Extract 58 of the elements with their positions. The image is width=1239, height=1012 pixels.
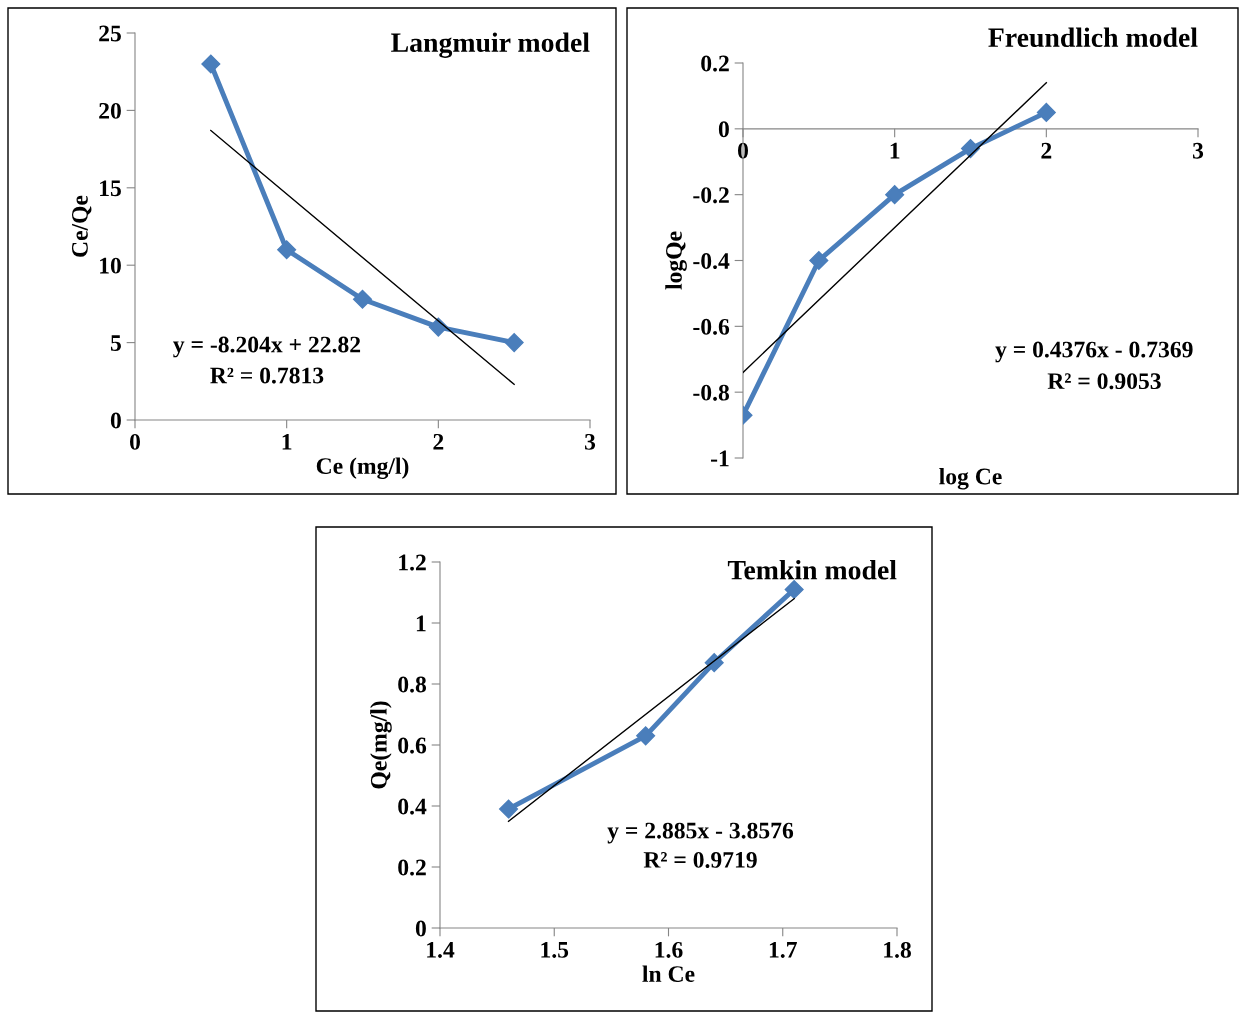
y-tick-label: 0 [415,920,426,937]
point [784,579,804,599]
point [1036,102,1056,122]
x-tick-label: 2 [433,433,444,450]
y-tick-label: 0.4 [398,798,427,815]
point [277,240,297,260]
x-axis-title: Ce (mg/l) [316,457,409,479]
x-tick-label: 3 [1192,142,1204,159]
chart-title: Temkin model [727,560,897,580]
annotation: y = 2.885x - 3.8576 [607,822,794,844]
y-tick-label: 15 [100,180,121,197]
y-tick-label: 0.2 [398,859,426,876]
y-tick-label: 0.8 [398,676,427,693]
point [504,333,524,353]
y-tick-label: 10 [100,257,121,274]
x-axis-title: ln Ce [642,965,695,982]
y-tick-label: -0.4 [693,252,730,270]
y-tick-label: 0.2 [701,55,729,72]
x-tick-label: 3 [584,433,596,450]
x-tick-label: 2 [1041,142,1052,159]
point [809,250,829,271]
y-axis-title: Ce/Qe [71,195,92,257]
y-tick-label: 5 [110,335,121,352]
point [636,726,656,746]
y-tick-label: 20 [99,102,121,119]
x-tick-label: 1.7 [769,941,797,958]
y-tick-label: 0 [718,121,729,138]
annotation: R² = 0.9719 [643,851,757,868]
x-tick-label: 0 [738,142,748,159]
x-tick-label: 1.4 [427,941,455,958]
y-tick-label: 0.6 [398,737,427,754]
x-axis-title: log Ce [939,467,1002,490]
annotation: R² = 0.7813 [210,367,324,384]
annotation: y = -8.204x + 22.82 [173,336,361,358]
x-tick-label: 1.5 [541,941,569,958]
chart-title: Langmuir model [391,32,590,58]
y-tick-label: -0.8 [693,384,730,401]
x-tick-label: 1 [890,142,900,159]
y-tick-label: -1 [711,450,729,467]
point [499,799,519,819]
point [352,289,373,309]
annotation: y = 0.4376x - 0.7369 [995,341,1193,363]
y-axis-title: logQe [665,231,687,290]
point [885,185,905,205]
y-tick-label: -0.6 [693,318,730,335]
y-axis-title: Qe(mg/l) [370,701,392,789]
x-tick-label: 1.6 [655,941,683,958]
x-tick-label: 1.8 [884,941,911,958]
y-tick-label: -0.2 [693,187,729,204]
y-tick-label: 0 [110,412,121,429]
x-tick-label: 0 [130,433,140,450]
y-tick-label: 25 [99,25,121,42]
y-tick-label: 1 [416,615,426,632]
chart-title: Freundlich model [988,27,1198,48]
x-tick-label: 1 [282,433,292,450]
point [201,54,221,74]
annotation: R² = 0.9053 [1047,373,1161,390]
y-tick-label: 1.2 [399,554,426,571]
